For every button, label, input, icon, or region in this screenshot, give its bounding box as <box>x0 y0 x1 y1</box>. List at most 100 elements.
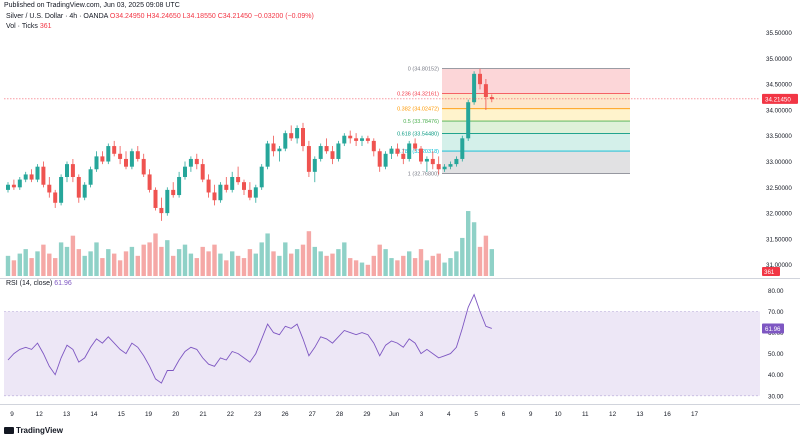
candle-body <box>29 174 34 180</box>
volume-bar <box>171 255 176 276</box>
price-tick-label: 35.50000 <box>766 30 792 37</box>
volume-bar <box>377 244 382 276</box>
volume-bar <box>318 251 323 276</box>
candle-body <box>17 179 22 188</box>
rsi-tick-label: 40.00 <box>768 372 784 379</box>
volume-bar <box>206 251 211 276</box>
candles <box>6 68 494 221</box>
time-tick-label: 28 <box>336 411 344 418</box>
price-tick-label: 33.00000 <box>766 159 792 166</box>
volume-bar <box>41 244 46 276</box>
time-tick-label: 10 <box>554 411 562 418</box>
rsi-band <box>4 311 760 396</box>
volume-bar <box>159 246 164 276</box>
volume-bar <box>289 253 294 276</box>
candle-body <box>442 166 447 170</box>
volume-bar <box>76 249 81 276</box>
candle-body <box>336 143 341 159</box>
volume-bar <box>112 253 117 276</box>
volume-bar <box>401 255 406 276</box>
volume-value: 361 <box>39 23 52 30</box>
volume-bar <box>389 258 394 276</box>
time-tick-label: 26 <box>281 411 289 418</box>
current-price-badge <box>762 93 798 104</box>
candle-body <box>6 184 10 190</box>
volume-badge <box>762 267 780 276</box>
candle-body <box>424 158 429 162</box>
candle-body <box>413 143 418 149</box>
rsi-legend: RSI (14, close) 61.96 <box>6 280 72 287</box>
volume-bar <box>200 246 205 276</box>
volume-bar <box>312 246 317 276</box>
volume-bar <box>29 258 34 276</box>
candle-body <box>306 146 311 172</box>
volume-bar <box>353 260 359 276</box>
time-tick-label: 9 <box>529 411 533 418</box>
tradingview-logo-icon <box>4 427 14 434</box>
candle-body <box>141 158 146 175</box>
fib-zone <box>442 68 630 94</box>
volume-bar <box>253 253 258 276</box>
time-tick-label: 23 <box>254 411 262 418</box>
volume-bar <box>412 258 418 276</box>
rsi-pane: 80.00 70.00 60.00 50.00 40.00 30.00 61.96 <box>4 288 784 400</box>
price-tick-label: 34.00000 <box>766 107 792 114</box>
time-tick-label: 19 <box>145 411 153 418</box>
volume-bar <box>176 249 182 276</box>
candle-body <box>360 138 364 141</box>
volume-bar <box>430 255 435 276</box>
candle-body <box>342 135 347 144</box>
price-axis: 35.50000 35.00000 34.50000 34.00000 33.50000… <box>0 30 800 279</box>
rsi-tick-label: 80.00 <box>768 288 784 295</box>
time-tick-label: 12 <box>36 411 44 418</box>
time-tick-label: 9 <box>10 411 14 418</box>
candle-body <box>135 151 140 159</box>
candle-body <box>212 192 217 201</box>
fib-zone <box>442 133 630 152</box>
candle-body <box>407 143 412 159</box>
time-tick-label: 13 <box>636 411 644 418</box>
price-tick-label: 33.50000 <box>766 133 792 140</box>
candle-body <box>389 148 394 154</box>
volume-legend: Vol · Ticks 361 <box>6 23 52 30</box>
candle-body <box>430 158 435 165</box>
time-tick-label: 14 <box>90 411 98 418</box>
volume-label: Vol · Ticks <box>6 23 38 30</box>
candle-body <box>383 153 388 167</box>
volume-bar <box>100 258 105 276</box>
volume-bar <box>383 249 388 276</box>
candle-body <box>330 151 335 159</box>
candle-body <box>35 166 40 180</box>
candle-body <box>283 133 288 149</box>
volume-bars <box>5 211 494 276</box>
time-tick-label: 5 <box>474 411 478 418</box>
time-tick-label: 17 <box>691 411 699 418</box>
fib-level-label: 1 (32.76800) <box>408 171 439 177</box>
time-tick-label: 22 <box>227 411 235 418</box>
volume-bar <box>147 242 152 276</box>
candle-body <box>289 133 294 139</box>
published-caption: Published on TradingView.com, Jun 03, 20… <box>4 2 180 9</box>
time-tick-label: 3 <box>420 411 424 418</box>
time-tick-label: 29 <box>363 411 371 418</box>
volume-bar <box>324 255 329 276</box>
symbol-label: Silver / U.S. Dollar · 4h · OANDA <box>6 13 108 20</box>
volume-bar <box>424 260 430 276</box>
candle-body <box>41 166 46 185</box>
fib-zone <box>442 121 630 134</box>
candle-body <box>147 174 152 190</box>
candle-body <box>236 177 241 183</box>
candle-body <box>395 148 400 154</box>
candle-body <box>129 151 134 167</box>
candle-body <box>188 158 193 167</box>
volume-badge-label: 361 <box>764 269 775 276</box>
volume-bar <box>212 244 217 276</box>
volume-bar <box>5 255 11 276</box>
candle-body <box>419 148 423 162</box>
candle-body <box>88 169 93 185</box>
candle-body <box>436 164 441 170</box>
candle-body <box>11 184 16 188</box>
fib-level-label: 0.5 (33.78476) <box>403 119 439 125</box>
candle-body <box>401 153 406 159</box>
